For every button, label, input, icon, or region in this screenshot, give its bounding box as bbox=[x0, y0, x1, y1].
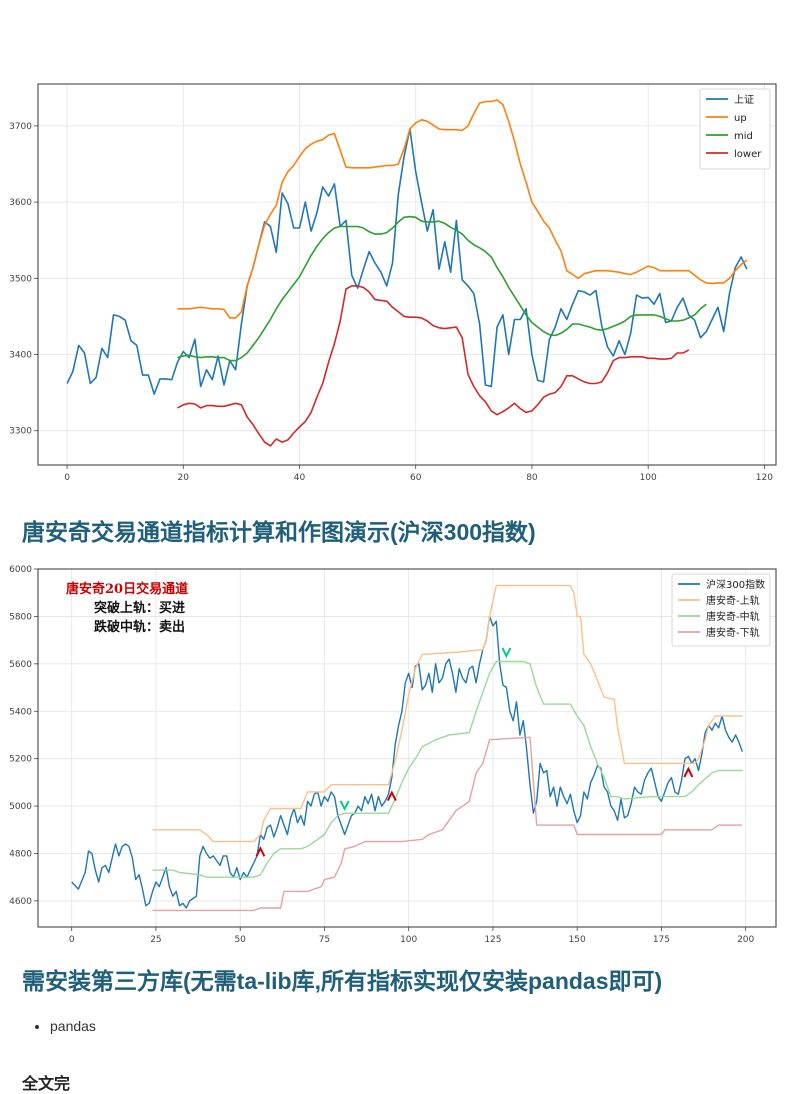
legend-label: 沪深300指数 bbox=[706, 578, 765, 591]
y-tick-label: 3700 bbox=[9, 122, 32, 132]
y-tick-label: 5600 bbox=[9, 660, 32, 670]
series-line-2 bbox=[177, 215, 707, 362]
x-tick-label: 125 bbox=[484, 935, 501, 945]
y-tick-label: 5000 bbox=[9, 802, 32, 812]
y-tick-label: 3500 bbox=[9, 274, 32, 284]
y-tick-label: 5400 bbox=[9, 707, 32, 717]
x-tick-label: 75 bbox=[319, 935, 330, 945]
series-line-3 bbox=[177, 285, 690, 447]
legend-label: up bbox=[734, 113, 747, 124]
legend-label: 唐安奇-下轨 bbox=[706, 626, 760, 639]
series-line-0 bbox=[71, 615, 743, 909]
y-tick-label: 6000 bbox=[9, 565, 32, 575]
x-tick-label: 120 bbox=[756, 473, 773, 483]
section-heading-donchian-demo: 唐安奇交易通道指标计算和作图演示(沪深300指数) bbox=[22, 519, 536, 545]
chart-annotation-1: 突破上轨：买进 bbox=[94, 600, 185, 616]
legend-box bbox=[699, 88, 771, 170]
buy-signal-marker-4 bbox=[683, 766, 694, 778]
x-tick-label: 50 bbox=[234, 935, 246, 945]
chart-annotation-0: 唐安奇20日交易通道 bbox=[66, 581, 188, 597]
x-tick-label: 20 bbox=[178, 473, 190, 483]
x-tick-label: 175 bbox=[653, 935, 670, 945]
plot-area bbox=[38, 84, 776, 465]
plot-frame bbox=[37, 568, 777, 928]
buy-signal-marker-0 bbox=[255, 846, 266, 857]
series-line-1 bbox=[177, 99, 748, 319]
chart-annotation-2: 跌破中轨：卖出 bbox=[94, 619, 185, 635]
y-tick-label: 3600 bbox=[9, 198, 32, 208]
x-tick-label: 100 bbox=[640, 473, 657, 483]
x-tick-label: 0 bbox=[64, 473, 70, 483]
shanghai-channel-chart: 0 20 40 60 80 100 120 3300 3400 3500 3600 3700 上证 up m… bbox=[9, 83, 777, 483]
x-tick-label: 60 bbox=[410, 473, 422, 483]
buy-signal-marker-2 bbox=[386, 790, 397, 802]
y-tick-label: 5200 bbox=[9, 755, 32, 765]
list-item: pandas bbox=[50, 1018, 96, 1034]
y-tick-label: 4600 bbox=[9, 897, 32, 907]
x-tick-label: 40 bbox=[294, 473, 306, 483]
legend-label: lower bbox=[734, 149, 762, 160]
y-tick-label: 3300 bbox=[9, 427, 32, 437]
x-tick-label: 80 bbox=[526, 473, 538, 483]
x-tick-label: 0 bbox=[69, 935, 75, 945]
x-tick-label: 100 bbox=[400, 935, 417, 945]
series-line-3 bbox=[152, 736, 743, 912]
x-tick-label: 150 bbox=[569, 935, 586, 945]
y-tick-label: 5800 bbox=[9, 612, 32, 622]
x-tick-label: 25 bbox=[150, 935, 161, 945]
legend-label: mid bbox=[734, 131, 753, 142]
plot-frame bbox=[37, 83, 777, 466]
y-tick-label: 4800 bbox=[9, 850, 32, 860]
hs300-donchian-chart: 0 25 50 75 100 125 150 175 200 4600 4800 5000 5200 54… bbox=[9, 565, 777, 945]
legend-box bbox=[671, 573, 771, 647]
legend-label: 上证 bbox=[734, 94, 754, 106]
end-of-article: 全文完 bbox=[22, 1076, 71, 1093]
dependency-list: pandas bbox=[28, 1018, 96, 1034]
series-line-2 bbox=[152, 660, 743, 878]
plot-area bbox=[38, 569, 776, 927]
legend-label: 唐安奇-上轨 bbox=[706, 594, 760, 607]
sell-signal-marker-3 bbox=[501, 647, 512, 659]
x-tick-label: 200 bbox=[737, 935, 754, 945]
series-line-1 bbox=[152, 584, 743, 843]
y-tick-label: 3400 bbox=[9, 351, 32, 361]
section-heading-dependencies: 需安装第三方库(无需ta-lib库,所有指标实现仅安装pandas即可) bbox=[22, 968, 663, 994]
legend-label: 唐安奇-中轨 bbox=[706, 610, 760, 623]
sell-signal-marker-1 bbox=[339, 800, 350, 812]
